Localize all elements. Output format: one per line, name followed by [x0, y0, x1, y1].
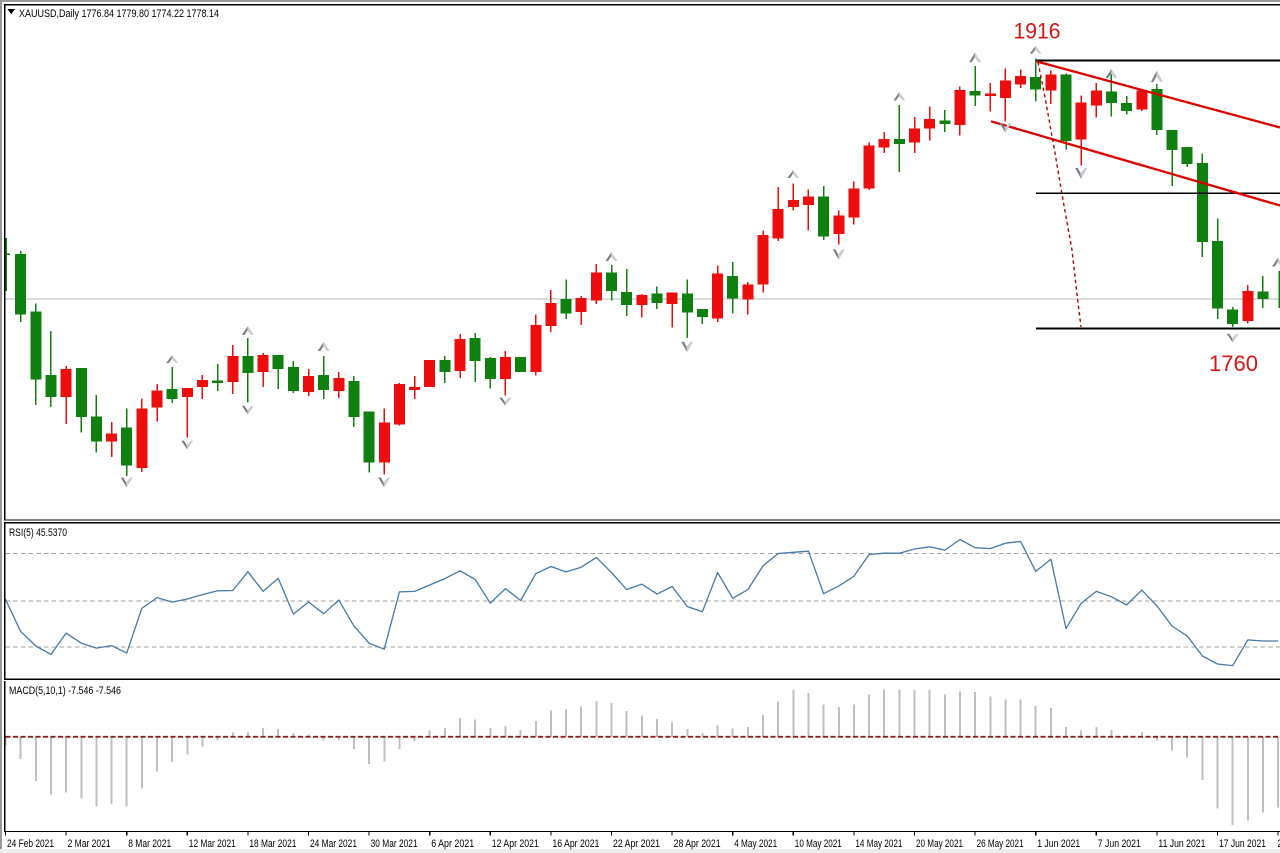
svg-text:26 May 2021: 26 May 2021	[977, 838, 1024, 850]
svg-text:12 Mar 2021: 12 Mar 2021	[189, 838, 236, 850]
svg-text:7 Jun 2021: 7 Jun 2021	[1098, 838, 1141, 850]
svg-text:10 May 2021: 10 May 2021	[795, 838, 842, 850]
svg-text:28 Apr 2021: 28 Apr 2021	[674, 838, 721, 850]
svg-text:23 Jun 2021: 23 Jun 2021	[1278, 838, 1280, 850]
svg-text:18 Mar 2021: 18 Mar 2021	[249, 838, 296, 850]
svg-text:12 Apr 2021: 12 Apr 2021	[492, 838, 539, 850]
svg-text:14 May 2021: 14 May 2021	[855, 838, 902, 850]
svg-text:22 Apr 2021: 22 Apr 2021	[613, 838, 660, 850]
svg-text:1916: 1916	[1014, 19, 1061, 44]
svg-text:XAUUSD,Daily 1776.84 1779.80: XAUUSD,Daily 1776.84 1779.80 1774.22 177…	[19, 8, 219, 20]
svg-text:17 Jun 2021: 17 Jun 2021	[1219, 838, 1266, 850]
svg-text:30 Mar 2021: 30 Mar 2021	[371, 838, 418, 850]
svg-text:11 Jun 2021: 11 Jun 2021	[1158, 838, 1205, 850]
svg-text:20 May 2021: 20 May 2021	[916, 838, 963, 850]
svg-text:MACD(5,10,1) -7.546 -7.546: MACD(5,10,1) -7.546 -7.546	[9, 685, 121, 697]
svg-text:24 Feb 2021: 24 Feb 2021	[7, 838, 54, 850]
svg-text:RSI(5) 45.5370: RSI(5) 45.5370	[9, 527, 67, 539]
svg-text:6 Apr 2021: 6 Apr 2021	[431, 838, 474, 850]
svg-text:24 Mar 2021: 24 Mar 2021	[310, 838, 357, 850]
svg-text:1760: 1760	[1209, 351, 1258, 376]
svg-text:16 Apr 2021: 16 Apr 2021	[552, 838, 599, 850]
svg-text:8 Mar 2021: 8 Mar 2021	[128, 838, 171, 850]
svg-text:1 Jun 2021: 1 Jun 2021	[1037, 838, 1080, 850]
svg-text:4 May 2021: 4 May 2021	[734, 838, 777, 850]
svg-text:2 Mar 2021: 2 Mar 2021	[68, 838, 111, 850]
